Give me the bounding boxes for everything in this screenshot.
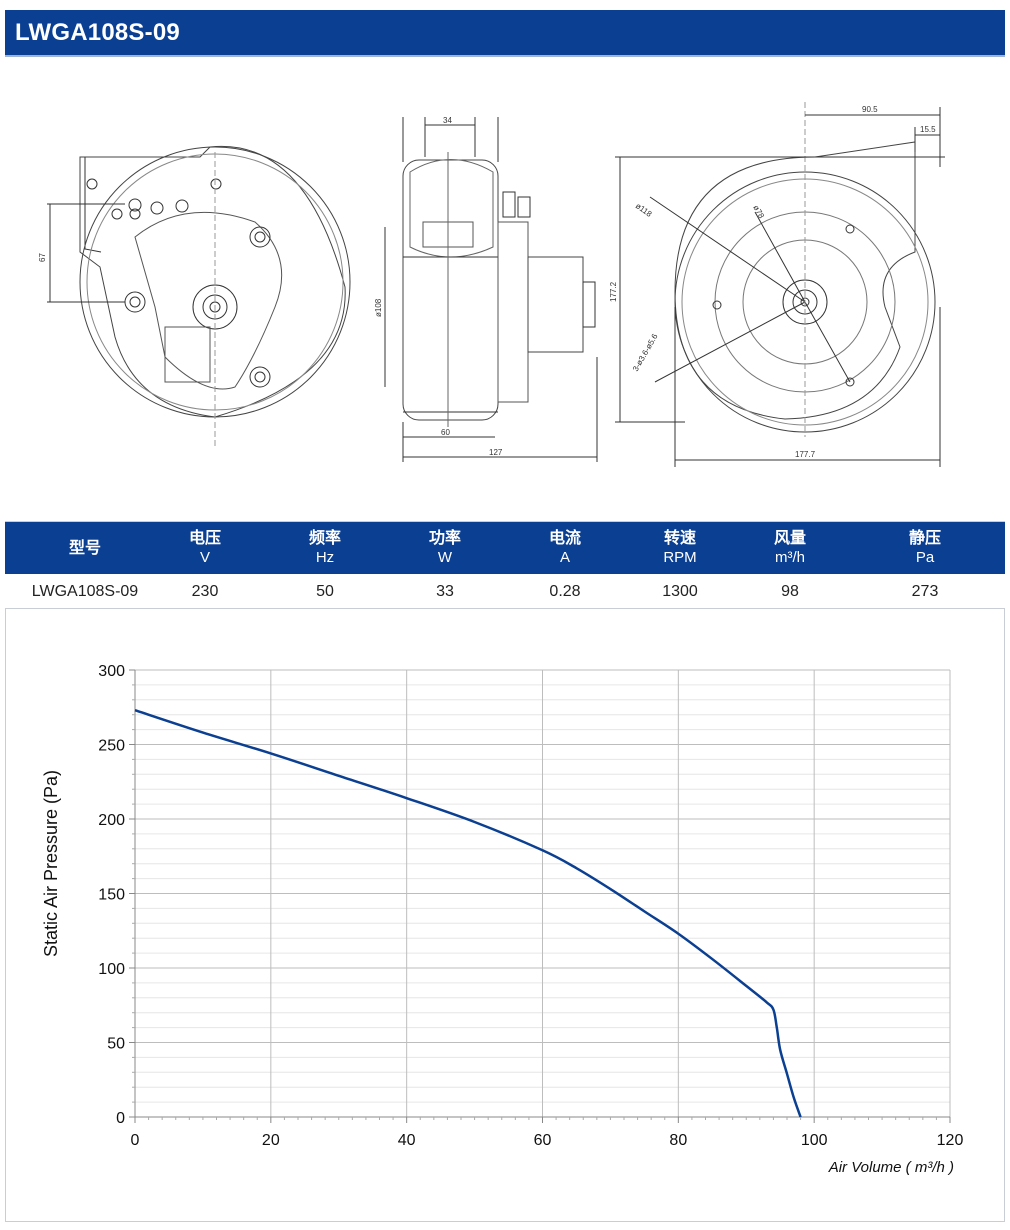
chart-svg: 0 50 100 150 200 250 300 0 20 40 60 80 100 120 Static… bbox=[41, 663, 964, 1176]
x-tick-label: 60 bbox=[534, 1132, 552, 1149]
title-bar: LWGA108S-09 bbox=[5, 10, 1005, 57]
y-tick-label: 0 bbox=[116, 1110, 125, 1127]
x-tick-label: 40 bbox=[398, 1132, 416, 1149]
x-tick-label: 0 bbox=[131, 1132, 140, 1149]
y-tick-label: 100 bbox=[98, 961, 125, 978]
header-current: 电流 A bbox=[548, 530, 581, 566]
x-axis-label: Air Volume ( m³/h ) bbox=[828, 1159, 954, 1176]
dim-118: ø118 bbox=[634, 201, 654, 219]
dim-108: ø108 bbox=[374, 298, 383, 317]
cell-speed: 1300 bbox=[662, 583, 698, 600]
x-tick-label: 100 bbox=[801, 1132, 828, 1149]
pressure-curve bbox=[134, 709, 802, 1118]
header-frequency: 频率 Hz bbox=[308, 530, 341, 566]
dim-177-7: 177.7 bbox=[795, 450, 816, 459]
spec-table-row: LWGA108S-09 230 50 33 0.28 1300 98 273 bbox=[5, 574, 1005, 609]
header-air-volume: 风量 m³/h bbox=[773, 530, 806, 566]
y-tick-label: 50 bbox=[107, 1036, 125, 1053]
header-static-pressure: 静压 Pa bbox=[908, 530, 941, 566]
dim-127: 127 bbox=[489, 448, 503, 457]
back-view-right bbox=[615, 102, 945, 467]
dim-15-5: 15.5 bbox=[920, 125, 936, 134]
header-model: 型号 bbox=[68, 539, 101, 557]
cell-static-pressure: 273 bbox=[911, 583, 939, 600]
cell-frequency: 50 bbox=[316, 583, 334, 600]
x-tick-label: 80 bbox=[669, 1132, 687, 1149]
y-tick-label: 150 bbox=[98, 887, 125, 904]
cell-voltage: 230 bbox=[191, 583, 219, 600]
side-view-middle bbox=[384, 117, 598, 462]
dim-90-5: 90.5 bbox=[862, 105, 878, 114]
y-axis-label: Static Air Pressure (Pa) bbox=[41, 770, 61, 957]
spec-table-header: 型号 电压 V 频率 Hz 功率 W 电流 A 转速 RPM 风量 m³/h 静压 Pa bbox=[5, 522, 1005, 574]
x-tick-label: 120 bbox=[937, 1132, 964, 1149]
dim-holes: 3-ø3.6-ø5.6 bbox=[631, 332, 660, 373]
page-title: LWGA108S-09 bbox=[15, 19, 180, 46]
y-tick-label: 250 bbox=[98, 738, 125, 755]
performance-chart: 0 50 100 150 200 250 300 0 20 40 60 80 100 120 Static… bbox=[5, 610, 1005, 1222]
dim-34: 34 bbox=[443, 116, 452, 125]
drawing-svg: 34 67 ø108 60 127 90.5 15.5 ø118 ø78 177… bbox=[38, 102, 945, 467]
cell-air-volume: 98 bbox=[781, 583, 799, 600]
y-tick-label: 300 bbox=[98, 663, 125, 680]
dim-177-2: 177.2 bbox=[609, 281, 618, 302]
dim-60: 60 bbox=[441, 428, 450, 437]
front-view-left bbox=[47, 145, 351, 447]
header-voltage: 电压 V bbox=[188, 530, 221, 566]
header-power: 功率 W bbox=[428, 530, 461, 566]
dim-78: ø78 bbox=[751, 204, 766, 221]
cell-power: 33 bbox=[436, 583, 454, 600]
dim-67: 67 bbox=[38, 253, 47, 262]
technical-drawing: 34 67 ø108 60 127 90.5 15.5 ø118 ø78 177… bbox=[5, 57, 1005, 522]
header-speed: 转速 RPM bbox=[663, 530, 697, 566]
cell-model: LWGA108S-09 bbox=[31, 583, 139, 600]
cell-current: 0.28 bbox=[549, 583, 581, 600]
x-tick-label: 20 bbox=[262, 1132, 280, 1149]
y-tick-label: 200 bbox=[98, 812, 125, 829]
